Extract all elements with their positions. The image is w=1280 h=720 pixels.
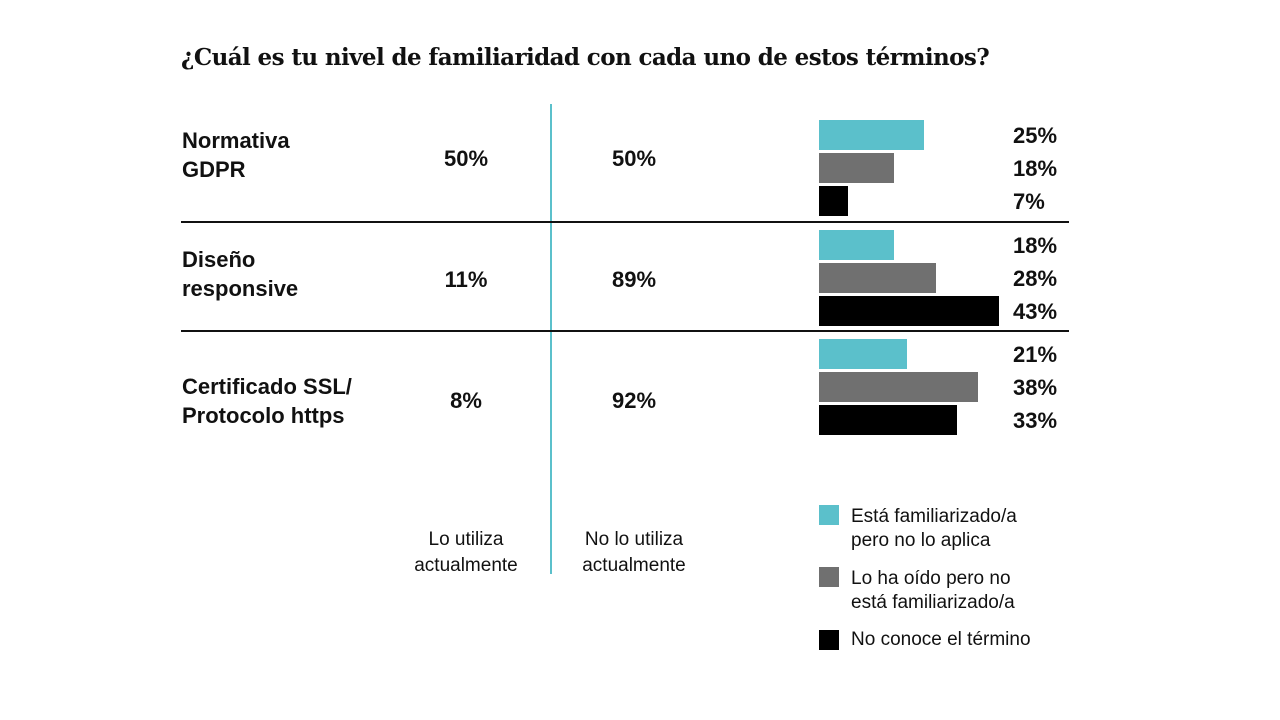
legend-label: Está familiarizado/a pero no lo aplica	[851, 506, 1017, 551]
chart-title: ¿Cuál es tu nivel de familiaridad con ca…	[181, 44, 990, 71]
column-divider	[550, 104, 552, 574]
bar-heard	[819, 263, 937, 293]
bar-value-label: 43%	[1013, 299, 1058, 324]
not-uses-value: 92%	[611, 388, 657, 413]
row-divider	[181, 221, 1069, 223]
term-label: Certificado SSL/ Protocolo https	[182, 374, 352, 428]
uses-value: 11%	[444, 267, 488, 292]
bar-familiar	[819, 230, 895, 260]
term-label: Normativa GDPR	[182, 128, 290, 182]
row-divider	[181, 330, 1069, 332]
uses-value: 50%	[443, 146, 489, 171]
not-uses-value: 50%	[611, 146, 657, 171]
uses-value: 8%	[450, 388, 482, 413]
bar-value-label: 25%	[1013, 123, 1058, 148]
bar-heard	[819, 372, 978, 402]
bar-unknown	[819, 186, 849, 216]
term-label: Diseño responsive	[182, 247, 299, 301]
column-header-uses: Lo utiliza actualmente	[414, 529, 518, 576]
bar-value-label: 7%	[1013, 189, 1045, 214]
bar-value-label: 33%	[1013, 408, 1058, 433]
legend-swatch-heard	[819, 567, 839, 587]
bar-value-label: 38%	[1013, 375, 1058, 400]
bar-value-label: 18%	[1013, 156, 1058, 181]
column-header-not-uses: No lo utiliza actualmente	[582, 529, 686, 576]
bar-unknown	[819, 405, 957, 435]
bar-heard	[819, 153, 895, 183]
bar-familiar	[819, 339, 907, 369]
bar-value-label: 28%	[1013, 266, 1058, 291]
bar-unknown	[819, 296, 999, 326]
bar-value-label: 18%	[1013, 233, 1058, 258]
bar-value-label: 21%	[1013, 342, 1058, 367]
not-uses-value: 89%	[611, 267, 657, 292]
legend-swatch-familiar	[819, 505, 839, 525]
legend-swatch-unknown	[819, 630, 839, 650]
legend-label: Lo ha oído pero no está familiarizado/a	[851, 568, 1015, 613]
bar-familiar	[819, 120, 924, 150]
legend-label: No conoce el término	[851, 629, 1031, 650]
